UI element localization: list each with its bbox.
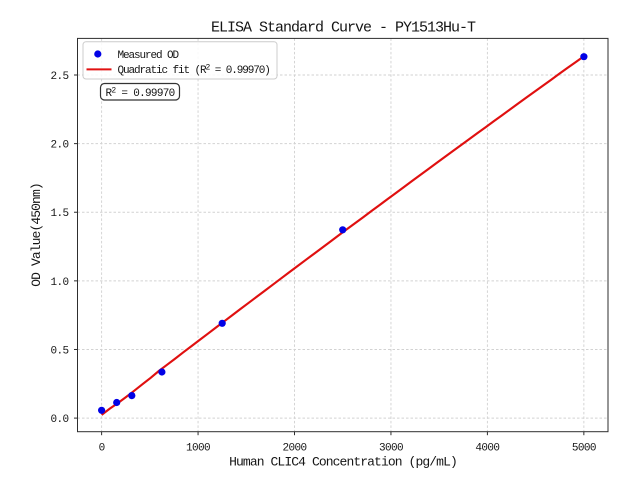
svg-text:1000: 1000 <box>186 443 210 455</box>
svg-text:OD Value(450nm): OD Value(450nm) <box>29 183 44 287</box>
svg-text:0: 0 <box>99 443 105 455</box>
svg-text:Quadratic fit (R2 = 0.99970): Quadratic fit (R2 = 0.99970) <box>118 64 270 78</box>
svg-text:3000: 3000 <box>379 443 403 455</box>
svg-text:4000: 4000 <box>475 443 499 455</box>
svg-text:1.5: 1.5 <box>50 208 68 220</box>
svg-text:0.5: 0.5 <box>50 346 68 358</box>
svg-text:Human CLIC4 Concentration (pg/: Human CLIC4 Concentration (pg/mL) <box>229 455 457 470</box>
svg-text:2.5: 2.5 <box>50 71 68 83</box>
svg-text:5000: 5000 <box>572 443 596 455</box>
svg-text:R2 = 0.99970: R2 = 0.99970 <box>106 87 175 101</box>
svg-text:Measured OD: Measured OD <box>118 50 180 62</box>
svg-text:ELISA Standard Curve - PY1513H: ELISA Standard Curve - PY1513Hu-T <box>211 19 476 36</box>
svg-text:0.0: 0.0 <box>50 414 68 426</box>
svg-text:2000: 2000 <box>283 443 307 455</box>
svg-text:1.0: 1.0 <box>50 277 68 289</box>
svg-text:2.0: 2.0 <box>50 140 68 152</box>
